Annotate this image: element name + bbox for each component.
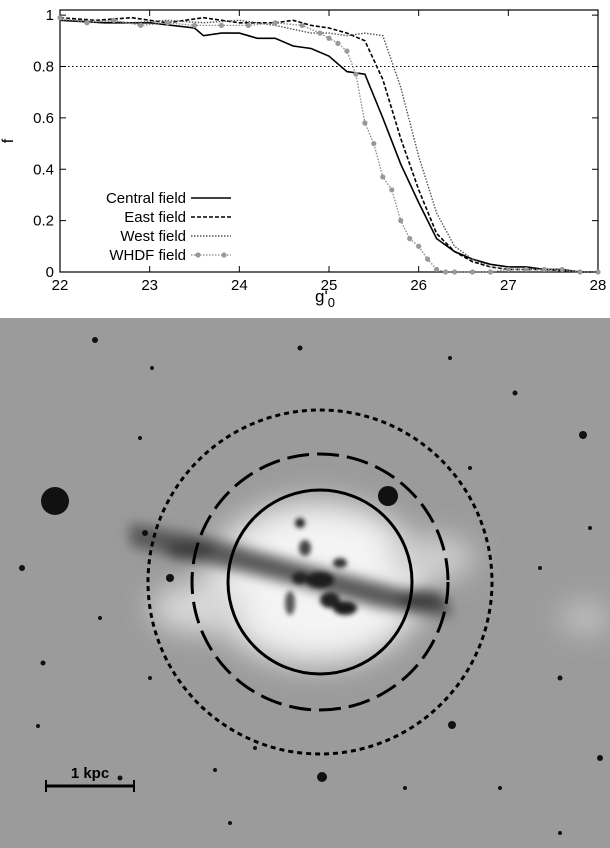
galaxy-core: [285, 518, 357, 615]
series-point-4: [434, 266, 440, 273]
x-tick-label: 26: [410, 277, 427, 294]
legend-marker: [195, 252, 201, 258]
series-point-4: [407, 236, 413, 242]
series-point-4: [353, 71, 359, 77]
series-point-4: [335, 40, 341, 46]
chart-svg: 22 23 24 25 26 27 2800.20.40.60.81g'0fCentral …: [0, 7, 607, 310]
series-point-4: [380, 174, 386, 180]
series-point-4: [559, 266, 565, 273]
series-point-4: [389, 187, 395, 193]
series-point-4: [577, 269, 583, 275]
series-point-4: [398, 218, 404, 224]
series-point-4: [326, 35, 332, 41]
legend-label-3: West field: [120, 228, 186, 245]
series-point-4: [541, 266, 547, 273]
series-point-4: [487, 269, 493, 275]
series-point-4: [451, 269, 458, 275]
series-point-4: [218, 22, 224, 29]
series-point-4: [442, 269, 449, 275]
y-tick-label: 0.6: [33, 110, 54, 127]
legend-marker: [221, 252, 227, 258]
series-point-4: [469, 269, 476, 275]
x-tick-label: 24: [231, 277, 248, 294]
galaxy-image: 1 kpc: [0, 318, 610, 848]
scale-bar-label: 1 kpc: [71, 765, 109, 782]
y-tick-label: 0.4: [33, 161, 54, 178]
scale-bar: 1 kpc: [45, 765, 135, 792]
y-tick-label: 0.2: [33, 213, 54, 230]
series-point-4: [595, 269, 601, 275]
series-point-4: [371, 140, 377, 147]
series-line-2: [59, 16, 598, 273]
series-point-4: [344, 48, 350, 54]
inner-aperture-circle: [226, 488, 414, 676]
x-tick-label: 27: [500, 277, 517, 294]
series-point-4: [505, 266, 511, 273]
series-point-4: [84, 20, 90, 26]
x-tick-label: 25: [321, 277, 338, 294]
series-point-4: [138, 22, 144, 29]
x-tick-label: 28: [590, 277, 607, 294]
y-tick-label: 1: [46, 7, 54, 24]
series-point-4: [111, 17, 117, 23]
middle-aperture-circle: [190, 452, 450, 712]
series-point-4: [317, 30, 323, 36]
field-stars: [19, 337, 603, 835]
series-point-4: [425, 256, 431, 262]
series-point-4: [165, 20, 171, 26]
completeness-chart: 22 23 24 25 26 27 28 0 0.2 0.4 0.6 0.8 1 g'0 f Central …: [0, 0, 610, 318]
series-point-4: [523, 266, 529, 273]
legend-label-4: WHDF field: [109, 247, 186, 264]
galaxy-image-panel: 1 kpc: [0, 318, 610, 848]
x-axis-label-subscript: 0: [328, 295, 335, 310]
series-line-1: [59, 19, 598, 273]
series-point-4: [272, 20, 278, 26]
legend-label-2: East field: [124, 209, 186, 226]
x-tick-label: 23: [141, 277, 158, 294]
legend-label-1: Central field: [106, 190, 186, 207]
galaxy-disk: [130, 523, 450, 618]
series-point-4: [245, 22, 251, 29]
x-tick-label: 22: [52, 277, 69, 294]
y-axis-label: f: [0, 138, 17, 143]
series-point-4: [191, 22, 198, 29]
outer-aperture-circle: [146, 408, 494, 756]
series-point-4: [299, 22, 305, 29]
y-tick-label: 0.8: [33, 59, 54, 76]
series-line-3: [60, 19, 598, 273]
y-tick-label: 0: [46, 264, 54, 281]
series-point-4: [362, 120, 368, 126]
series-point-4: [416, 243, 422, 249]
series-point-4: [57, 15, 63, 21]
